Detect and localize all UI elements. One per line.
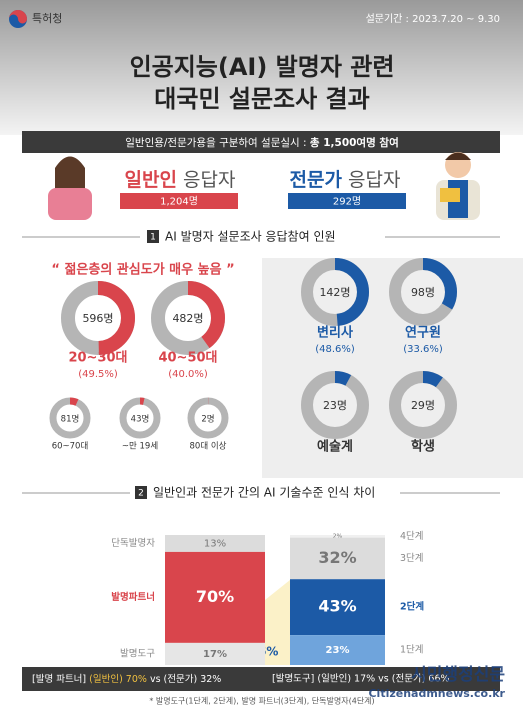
footer-part: [발명 파트너] — [32, 674, 89, 685]
stack-segment — [165, 551, 265, 643]
donut-arc — [389, 258, 457, 326]
footer-band — [22, 667, 500, 691]
expert-total-box — [288, 193, 406, 209]
segment-label: 2% — [333, 533, 343, 540]
title: 대국민 설문조사 결과 — [154, 85, 369, 113]
section-badge — [147, 230, 159, 243]
footer-part: (일반인) 70% — [89, 674, 147, 685]
stack-segment — [290, 535, 385, 538]
period: 설문기간 : 2023.7.20 ~ 9.30 — [366, 13, 500, 25]
donut-arc — [61, 281, 135, 355]
watermark-url: Citizenadmnews.co.kr — [368, 687, 505, 700]
segment-label: 23% — [326, 645, 350, 656]
stack-segment — [165, 642, 265, 665]
donut-count: 142명 — [319, 286, 350, 299]
category-label: 2단계 — [400, 601, 424, 613]
category-label: 3단계 — [400, 552, 424, 564]
category-label: 발명파트너 — [111, 591, 155, 603]
donut-count: 81명 — [61, 414, 80, 425]
donut-count: 98명 — [411, 286, 435, 299]
donut-count: 43명 — [131, 414, 150, 425]
donut-count: 596명 — [82, 312, 113, 325]
expert-total: 292명 — [333, 196, 361, 208]
donut-count: 2명 — [201, 414, 214, 425]
title: 인공지능(AI) 발명자 관련 — [130, 53, 395, 81]
expert-suffix: 응답자 — [342, 169, 400, 191]
group-name: 40~50대 — [158, 351, 217, 366]
expert-heading: 전문가 응답자 — [290, 169, 401, 191]
general-total-box — [120, 193, 238, 209]
donut-count: 29명 — [411, 399, 435, 412]
banner — [22, 131, 500, 153]
donut-arc — [187, 397, 229, 439]
header-bg — [0, 0, 523, 135]
donut-count: 23명 — [323, 399, 347, 412]
footnote: * 발명도구(1단계, 2단계), 발명 파트너(3단계), 단독발명자(4단계… — [149, 696, 374, 706]
group-share: (33.6%) — [403, 344, 443, 355]
segment-label: 43% — [318, 597, 356, 616]
section-number: 1 — [150, 233, 156, 243]
donut-arc — [49, 397, 91, 439]
donut-arc — [151, 281, 225, 355]
footer-line1: [발명 파트너] (일반인) 70% vs (전문가) 32% — [32, 674, 221, 685]
group-name: 예술계 — [317, 439, 353, 455]
person-illustration — [48, 156, 92, 220]
donut-arc — [389, 371, 457, 439]
stack-segment — [165, 535, 265, 552]
footer-part: vs (전문가) 32% — [147, 674, 221, 685]
general-total: 1,204명 — [160, 196, 198, 208]
category-label: 1단계 — [400, 644, 424, 656]
agency: 특허청 — [32, 12, 62, 25]
general-suffix: 응답자 — [177, 169, 235, 191]
group-name: 80대 이상 — [190, 441, 227, 452]
donut-arc — [301, 371, 369, 439]
group-name: ~만 19세 — [122, 442, 158, 452]
expert-name: 전문가 — [290, 169, 343, 191]
group-name: 20~30대 — [68, 351, 127, 366]
donut-arc — [301, 258, 369, 326]
stack-segment — [290, 537, 385, 580]
segment-label: 17% — [203, 649, 227, 660]
logo-part — [9, 10, 27, 24]
stack-segment — [290, 579, 385, 636]
group-share: (48.6%) — [315, 344, 355, 355]
group-share: (40.0%) — [168, 369, 208, 380]
section-badge — [135, 486, 147, 499]
section-title: AI 발명자 설문조사 응답참여 인원 — [165, 230, 336, 244]
footer-line2: [발명도구] (일반인) 17% vs (전문가) 66% — [272, 674, 450, 685]
quote: “ 젊은층의 관심도가 매우 높음 ” — [51, 262, 234, 278]
group-name: 학생 — [411, 439, 435, 455]
person-illustration — [436, 152, 480, 220]
group-name: 변리사 — [317, 325, 353, 341]
category-label: 4단계 — [400, 530, 424, 542]
segment-label: 32% — [318, 548, 356, 567]
banner-text: 일반인용/전문가용을 구분하여 설문실시 : 총 1,500여명 참여 — [125, 136, 398, 149]
general-name: 일반인 — [125, 169, 177, 191]
section-number: 2 — [138, 489, 144, 499]
general-heading: 일반인 응답자 — [125, 169, 236, 191]
group-share: (49.5%) — [78, 369, 118, 380]
watermark: 시민행정신문 — [411, 665, 505, 685]
stack-segment — [290, 635, 385, 665]
donut-count: 482명 — [172, 312, 203, 325]
segment-label: 70% — [196, 587, 234, 606]
section-title: 일반인과 전문가 간의 AI 기술수준 인식 차이 — [153, 486, 375, 500]
banner-prefix: 일반인용/전문가용을 구분하여 설문실시 : — [125, 136, 310, 149]
category-label: 발명도구 — [120, 648, 155, 659]
segment-label: 13% — [204, 538, 226, 549]
banner-emphasis: 총 1,500여명 참여 — [310, 136, 399, 149]
group-name: 연구원 — [405, 326, 441, 341]
group-name: 60~70대 — [52, 442, 89, 452]
category-label: 단독발명자 — [111, 538, 155, 549]
donut-arc — [119, 397, 161, 439]
connector — [265, 580, 290, 665]
